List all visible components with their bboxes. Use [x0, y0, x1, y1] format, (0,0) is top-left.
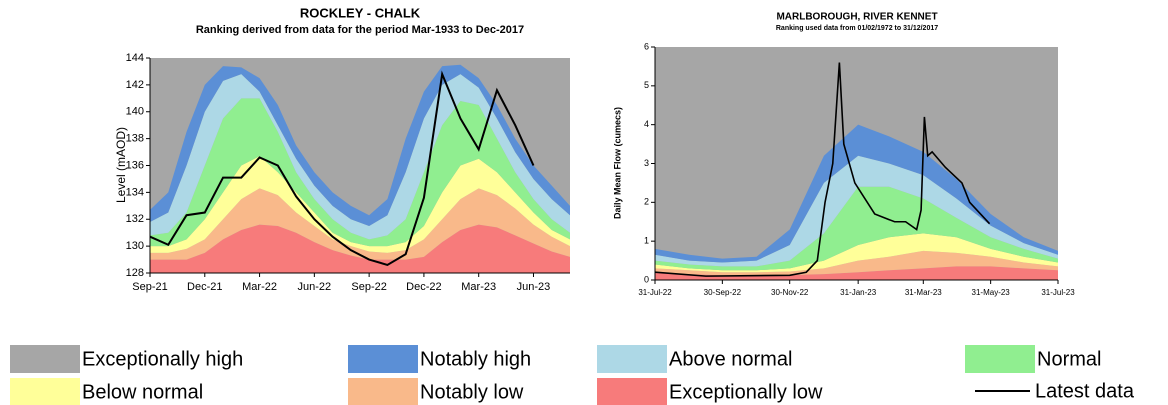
- y-tick-label: 2: [644, 197, 649, 207]
- legend-swatch: [348, 345, 418, 373]
- band-area: [655, 233, 1058, 273]
- band-area: [150, 156, 570, 253]
- legend-swatch: [348, 378, 418, 405]
- y-tick-label: 132: [126, 213, 144, 225]
- latest-data-line: [654, 62, 991, 277]
- y-tick-label: 4: [644, 119, 649, 129]
- y-tick-label: 128: [126, 267, 144, 279]
- band-area: [655, 186, 1058, 271]
- y-tick-label: 144: [126, 52, 144, 64]
- y-tick-label: 134: [126, 186, 144, 198]
- x-tick-label: 30-Nov-22: [771, 288, 809, 297]
- x-tick-label: 31-Jan-23: [840, 288, 877, 297]
- legend-swatch: [965, 345, 1035, 373]
- y-axis-label: Level (mAOD): [114, 127, 128, 203]
- legend-swatch: [597, 378, 667, 405]
- legend-swatch: [10, 378, 80, 405]
- chart-subtitle: Ranking derived from data for the period…: [196, 24, 524, 36]
- axis-line: [654, 47, 1058, 281]
- band-area: [655, 155, 1058, 267]
- y-tick-label: 6: [644, 41, 649, 51]
- x-tick-label: 31-Jul-22: [638, 288, 672, 297]
- x-tick-label: Mar-22: [242, 281, 277, 293]
- chart: 128 130 132 134 136 138 140 142 144 Sep-21 Dec-21 M…: [126, 52, 570, 293]
- x-tick-label: Mar-23: [461, 281, 496, 293]
- legend-swatch: [597, 345, 667, 373]
- x-tick-label: 30-Sep-22: [704, 288, 742, 297]
- x-tick-label: Dec-22: [406, 281, 441, 293]
- band-area: [150, 98, 570, 247]
- chart-title: ROCKLEY - CHALK: [300, 5, 421, 20]
- band-area: [655, 266, 1058, 280]
- band-area: [150, 224, 570, 273]
- x-tick-label: 31-May-23: [972, 288, 1011, 297]
- legend-label: Notably low: [420, 381, 524, 403]
- y-tick-label: 1: [644, 236, 649, 246]
- legend-label: Exceptionally high: [82, 348, 243, 370]
- axis-line: [149, 58, 570, 274]
- x-tick-label: Jun-22: [298, 281, 332, 293]
- legend-label: Latest data: [1035, 380, 1135, 402]
- legend-label: Below normal: [82, 381, 203, 403]
- chart: 0 1 2 3 4 5 6 31-Jul-22 30-Sep-22 30-Nov-22 31-Jan…: [638, 41, 1075, 297]
- band-area: [655, 124, 1058, 263]
- chart-title: MARLBOROUGH, RIVER KENNET: [776, 12, 937, 23]
- legend-label: Notably high: [420, 348, 531, 370]
- y-tick-label: 0: [644, 274, 649, 284]
- latest-data-line: [149, 70, 535, 267]
- band-area: [150, 188, 570, 260]
- x-tick-label: 31-Mar-23: [905, 288, 942, 297]
- y-tick-label: 140: [126, 106, 144, 118]
- x-tick-label: Jun-23: [517, 281, 551, 293]
- y-tick-label: 5: [644, 80, 649, 90]
- x-tick-label: Dec-21: [187, 281, 222, 293]
- x-tick-label: Sep-22: [351, 281, 386, 293]
- y-tick-label: 130: [126, 240, 144, 252]
- y-axis-label: Daily Mean Flow (cumecs): [612, 107, 622, 219]
- x-tick-label: 31-Jul-23: [1041, 288, 1075, 297]
- y-tick-label: 142: [126, 79, 144, 91]
- legend-swatch: [10, 345, 80, 373]
- legend-label: Normal: [1037, 348, 1101, 370]
- chart-subtitle: Ranking used data from 01/02/1972 to 31/…: [776, 25, 938, 32]
- band-area: [655, 250, 1058, 276]
- y-tick-label: 136: [126, 159, 144, 171]
- legend-label: Exceptionally low: [669, 381, 823, 403]
- y-tick-label: 3: [644, 158, 649, 168]
- legend-label: Above normal: [669, 348, 792, 370]
- y-tick-label: 138: [126, 133, 144, 145]
- x-tick-label: Sep-21: [132, 281, 167, 293]
